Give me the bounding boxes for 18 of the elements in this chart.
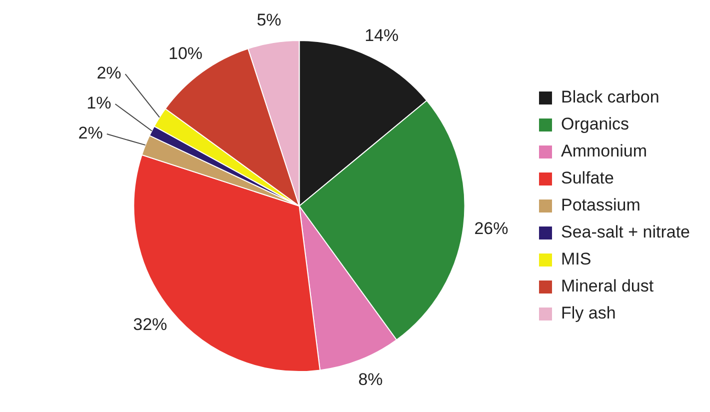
legend-label: Sulfate xyxy=(561,168,614,188)
data-label: 8% xyxy=(358,370,383,390)
legend-label: Black carbon xyxy=(561,88,660,107)
data-label: 10% xyxy=(168,44,203,63)
legend-label: Potassium xyxy=(561,196,640,215)
legend-label: Sea-salt + nitrate xyxy=(561,222,690,242)
legend-label: Ammonium xyxy=(561,142,647,161)
data-label: 32% xyxy=(133,315,168,334)
legend-label: Fly ash xyxy=(561,304,616,323)
legend-label: MIS xyxy=(561,250,592,269)
data-label: 2% xyxy=(96,64,122,83)
data-label: 14% xyxy=(364,26,399,46)
legend-label: Organics xyxy=(561,114,630,134)
legend-label: Mineral dust xyxy=(561,276,654,296)
data-label: 26% xyxy=(474,219,508,238)
data-label: 5% xyxy=(256,10,282,30)
data-label: 2% xyxy=(78,124,103,143)
data-label: 1% xyxy=(86,94,112,113)
